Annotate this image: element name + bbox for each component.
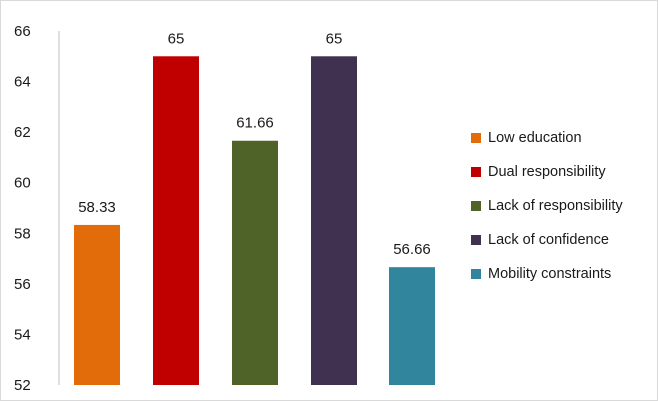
bar-value-label: 65 (168, 30, 185, 47)
legend-label: Lack of confidence (488, 232, 609, 248)
legend-swatch (471, 235, 481, 245)
y-tick-label: 56 (14, 276, 31, 293)
legend: Low education Dual responsibility Lack o… (471, 128, 623, 284)
data-labels: 58.33 65 61.66 65 56.66 (78, 30, 431, 258)
y-tick-label: 52 (14, 377, 31, 394)
bar-value-label: 58.33 (78, 199, 116, 216)
legend-label: Dual responsibility (488, 164, 606, 180)
legend-item-lack-of-confidence: Lack of confidence (471, 230, 623, 250)
y-tick-label: 64 (14, 74, 31, 91)
legend-swatch (471, 201, 481, 211)
y-tick-label: 66 (14, 23, 31, 40)
y-tick-label: 54 (14, 326, 31, 343)
bar-value-label: 65 (326, 30, 343, 47)
bar (153, 56, 199, 386)
legend-swatch (471, 167, 481, 177)
bar (232, 140, 278, 385)
bar-value-label: 56.66 (393, 241, 431, 258)
legend-swatch (471, 269, 481, 279)
legend-item-dual-responsibility: Dual responsibility (471, 162, 623, 182)
legend-item-low-education: Low education (471, 128, 623, 148)
y-tick-label: 60 (14, 175, 31, 192)
bar-value-label: 61.66 (236, 115, 274, 132)
y-tick-label: 62 (14, 124, 31, 141)
legend-label: Low education (488, 130, 582, 146)
legend-label: Mobility constraints (488, 266, 612, 282)
legend-swatch (471, 133, 481, 143)
y-axis: 52 54 56 58 60 62 64 66 (14, 23, 60, 394)
legend-item-lack-of-responsibility: Lack of responsibility (471, 196, 623, 216)
bar (389, 267, 435, 385)
legend-label: Lack of responsibility (488, 198, 623, 214)
y-tick-label: 58 (14, 225, 31, 242)
bars (74, 56, 435, 386)
bar (74, 224, 120, 385)
legend-item-mobility-constraints: Mobility constraints (471, 264, 623, 284)
bar (311, 56, 357, 386)
